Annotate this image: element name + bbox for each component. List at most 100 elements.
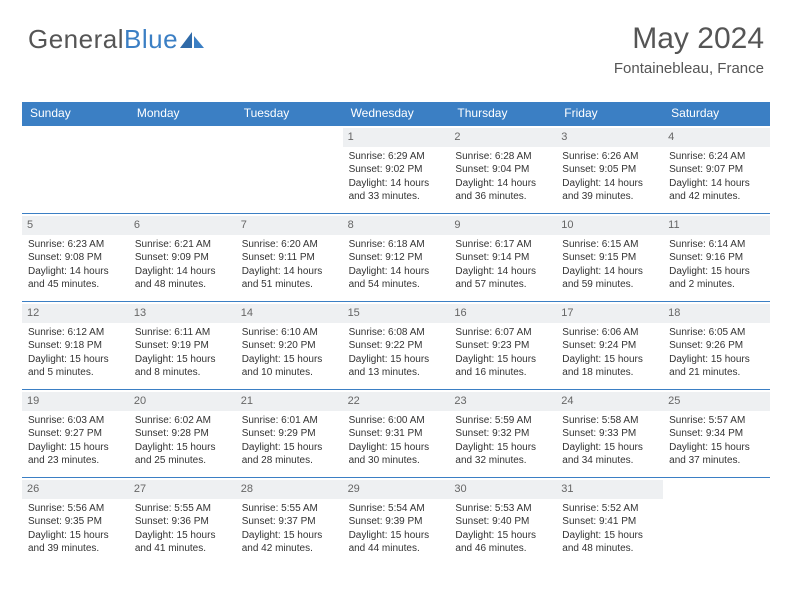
day-number: 13	[129, 304, 236, 323]
day-number: 4	[663, 128, 770, 147]
calendar-cell: 4 Sunrise: 6:24 AMSunset: 9:07 PMDaylight…	[663, 125, 770, 213]
day-number: 21	[236, 392, 343, 411]
calendar-cell: 13 Sunrise: 6:11 AMSunset: 9:19 PMDayligh…	[129, 301, 236, 389]
day-number: 5	[22, 216, 129, 235]
day-info: Sunrise: 6:02 AMSunset: 9:28 PMDaylight:…	[135, 414, 230, 468]
calendar-cell: 15Sunrise: 6:08 AMSunset: 9:22 PMDayligh…	[343, 301, 450, 389]
weekday-header: Tuesday	[236, 102, 343, 125]
calendar-cell: 18 Sunrise: 6:05 AMSunset: 9:26 PMDayligh…	[663, 301, 770, 389]
calendar-cell-empty: .	[236, 125, 343, 213]
weekday-header: Friday	[556, 102, 663, 125]
weekday-header: Monday	[129, 102, 236, 125]
day-number: 24	[556, 392, 663, 411]
calendar-cell: 2 Sunrise: 6:28 AMSunset: 9:04 PMDaylight…	[449, 125, 556, 213]
day-info: Sunrise: 5:56 AMSunset: 9:35 PMDaylight:…	[28, 502, 123, 556]
calendar-cell: 20Sunrise: 6:02 AMSunset: 9:28 PMDayligh…	[129, 389, 236, 477]
day-info: Sunrise: 6:23 AMSunset: 9:08 PMDaylight:…	[28, 238, 123, 292]
calendar-cell: 30Sunrise: 5:53 AMSunset: 9:40 PMDayligh…	[449, 477, 556, 565]
day-info: Sunrise: 6:05 AMSunset: 9:26 PMDaylight:…	[669, 326, 764, 380]
day-number: 28	[236, 480, 343, 499]
calendar-cell-empty	[663, 477, 770, 565]
day-info: Sunrise: 5:58 AMSunset: 9:33 PMDaylight:…	[562, 414, 657, 468]
calendar-cell: 1 Sunrise: 6:29 AMSunset: 9:02 PMDaylight…	[343, 125, 450, 213]
location-label: Fontainebleau, France	[614, 60, 764, 77]
calendar-cell-empty: .	[22, 125, 129, 213]
day-info: Sunrise: 6:11 AMSunset: 9:19 PMDaylight:…	[135, 326, 230, 380]
day-info: Sunrise: 6:08 AMSunset: 9:22 PMDaylight:…	[349, 326, 444, 380]
day-number: 25	[663, 392, 770, 411]
header-right: May 2024 Fontainebleau, France	[614, 22, 764, 77]
calendar-cell: 8Sunrise: 6:18 AMSunset: 9:12 PMDaylight…	[343, 213, 450, 301]
day-number: 8	[343, 216, 450, 235]
brand-logo: GeneralBlue	[28, 24, 206, 55]
calendar-cell: 21 Sunrise: 6:01 AMSunset: 9:29 PMDayligh…	[236, 389, 343, 477]
day-info: Sunrise: 6:01 AMSunset: 9:29 PMDaylight:…	[242, 414, 337, 468]
day-number: 23	[449, 392, 556, 411]
calendar-cell: 6 Sunrise: 6:21 AMSunset: 9:09 PMDaylight…	[129, 213, 236, 301]
day-number: 16	[449, 304, 556, 323]
calendar-cell: 24 Sunrise: 5:58 AMSunset: 9:33 PMDayligh…	[556, 389, 663, 477]
day-number: 3	[556, 128, 663, 147]
day-info: Sunrise: 5:53 AMSunset: 9:40 PMDaylight:…	[455, 502, 550, 556]
day-number: 19	[22, 392, 129, 411]
day-number: 29	[343, 480, 450, 499]
calendar-cell: 16 Sunrise: 6:07 AMSunset: 9:23 PMDayligh…	[449, 301, 556, 389]
calendar-grid: SundayMondayTuesdayWednesdayThursdayFrid…	[22, 102, 770, 565]
day-info: Sunrise: 6:21 AMSunset: 9:09 PMDaylight:…	[135, 238, 230, 292]
brand-part1: General	[28, 24, 124, 55]
brand-part2: Blue	[124, 24, 178, 55]
calendar-cell: 9Sunrise: 6:17 AMSunset: 9:14 PMDaylight…	[449, 213, 556, 301]
day-number: 17	[556, 304, 663, 323]
day-number: 12	[22, 304, 129, 323]
calendar-cell-empty: .	[129, 125, 236, 213]
day-info: Sunrise: 5:55 AMSunset: 9:36 PMDaylight:…	[135, 502, 230, 556]
calendar-cell: 22 Sunrise: 6:00 AMSunset: 9:31 PMDayligh…	[343, 389, 450, 477]
calendar-cell: 7 Sunrise: 6:20 AMSunset: 9:11 PMDaylight…	[236, 213, 343, 301]
day-info: Sunrise: 6:24 AMSunset: 9:07 PMDaylight:…	[669, 150, 764, 204]
day-number: 31	[556, 480, 663, 499]
day-number: 10	[556, 216, 663, 235]
day-info: Sunrise: 6:10 AMSunset: 9:20 PMDaylight:…	[242, 326, 337, 380]
day-number: 27	[129, 480, 236, 499]
day-number: 1	[343, 128, 450, 147]
calendar-cell: 31 Sunrise: 5:52 AMSunset: 9:41 PMDayligh…	[556, 477, 663, 565]
sail-icon	[180, 30, 206, 50]
month-title: May 2024	[614, 22, 764, 56]
calendar-cell: 11 Sunrise: 6:14 AMSunset: 9:16 PMDayligh…	[663, 213, 770, 301]
day-info: Sunrise: 6:14 AMSunset: 9:16 PMDaylight:…	[669, 238, 764, 292]
day-info: Sunrise: 6:29 AMSunset: 9:02 PMDaylight:…	[349, 150, 444, 204]
weekday-header: Wednesday	[343, 102, 450, 125]
day-info: Sunrise: 5:55 AMSunset: 9:37 PMDaylight:…	[242, 502, 337, 556]
calendar-cell: 12 Sunrise: 6:12 AMSunset: 9:18 PMDayligh…	[22, 301, 129, 389]
day-info: Sunrise: 6:17 AMSunset: 9:14 PMDaylight:…	[455, 238, 550, 292]
day-number: 26	[22, 480, 129, 499]
calendar-cell: 28 Sunrise: 5:55 AMSunset: 9:37 PMDayligh…	[236, 477, 343, 565]
day-info: Sunrise: 6:28 AMSunset: 9:04 PMDaylight:…	[455, 150, 550, 204]
calendar-cell: 26 Sunrise: 5:56 AMSunset: 9:35 PMDayligh…	[22, 477, 129, 565]
calendar-cell: 14 Sunrise: 6:10 AMSunset: 9:20 PMDayligh…	[236, 301, 343, 389]
day-info: Sunrise: 6:07 AMSunset: 9:23 PMDaylight:…	[455, 326, 550, 380]
calendar-cell: 17Sunrise: 6:06 AMSunset: 9:24 PMDayligh…	[556, 301, 663, 389]
calendar-cell: 27 Sunrise: 5:55 AMSunset: 9:36 PMDayligh…	[129, 477, 236, 565]
day-info: Sunrise: 5:57 AMSunset: 9:34 PMDaylight:…	[669, 414, 764, 468]
calendar-cell: 3 Sunrise: 6:26 AMSunset: 9:05 PMDaylight…	[556, 125, 663, 213]
calendar-cell: 29 Sunrise: 5:54 AMSunset: 9:39 PMDayligh…	[343, 477, 450, 565]
calendar-cell: 5 Sunrise: 6:23 AMSunset: 9:08 PMDaylight…	[22, 213, 129, 301]
day-info: Sunrise: 6:26 AMSunset: 9:05 PMDaylight:…	[562, 150, 657, 204]
day-number: 18	[663, 304, 770, 323]
day-info: Sunrise: 6:00 AMSunset: 9:31 PMDaylight:…	[349, 414, 444, 468]
calendar-cell: 23Sunrise: 5:59 AMSunset: 9:32 PMDayligh…	[449, 389, 556, 477]
day-info: Sunrise: 6:12 AMSunset: 9:18 PMDaylight:…	[28, 326, 123, 380]
day-info: Sunrise: 5:54 AMSunset: 9:39 PMDaylight:…	[349, 502, 444, 556]
day-number: 11	[663, 216, 770, 235]
day-number: 22	[343, 392, 450, 411]
day-number: 14	[236, 304, 343, 323]
day-number: 2	[449, 128, 556, 147]
day-info: Sunrise: 5:52 AMSunset: 9:41 PMDaylight:…	[562, 502, 657, 556]
day-number: 6	[129, 216, 236, 235]
day-info: Sunrise: 6:20 AMSunset: 9:11 PMDaylight:…	[242, 238, 337, 292]
calendar-cell: 25 Sunrise: 5:57 AMSunset: 9:34 PMDayligh…	[663, 389, 770, 477]
weekday-header: Sunday	[22, 102, 129, 125]
day-number: 7	[236, 216, 343, 235]
day-info: Sunrise: 6:15 AMSunset: 9:15 PMDaylight:…	[562, 238, 657, 292]
